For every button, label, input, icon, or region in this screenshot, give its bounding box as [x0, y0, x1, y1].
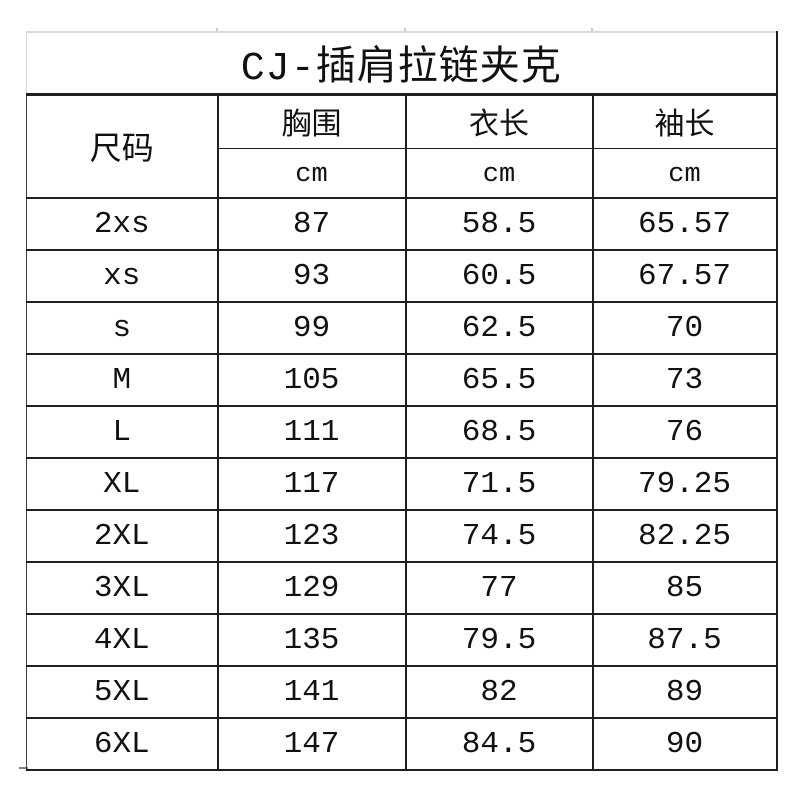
size-cell: 3XL [26, 561, 219, 615]
length-cell: 60.5 [404, 249, 594, 303]
length-cell: 79.5 [404, 613, 594, 667]
sleeve-cell: 85 [591, 561, 778, 615]
unit-cell-length: cm [404, 147, 594, 199]
unit-cell-sleeve: cm [591, 147, 778, 199]
chest-cell: 141 [216, 665, 407, 719]
table-row: 2xs 87 58.5 65.57 [26, 197, 778, 251]
size-cell: 6XL [26, 717, 219, 771]
sleeve-cell: 70 [591, 301, 778, 355]
gridline-tick [404, 28, 406, 33]
chest-cell: 99 [216, 301, 407, 355]
sleeve-cell: 65.57 [591, 197, 778, 251]
length-cell: 77 [404, 561, 594, 615]
chart-title: CJ-插肩拉链夹克 [25, 31, 778, 96]
length-cell: 71.5 [404, 457, 594, 511]
table-row: xs 93 60.5 67.57 [26, 249, 778, 303]
chest-cell: 93 [216, 249, 407, 303]
size-cell: s [26, 301, 219, 355]
table-row: XL 117 71.5 79.25 [26, 457, 778, 511]
size-cell: xs [26, 249, 219, 303]
size-cell: 4XL [26, 613, 219, 667]
length-cell: 84.5 [404, 717, 594, 771]
size-cell: M [26, 353, 219, 407]
table-row: 6XL 147 84.5 90 [26, 717, 778, 771]
sleeve-cell: 67.57 [591, 249, 778, 303]
chest-cell: 135 [216, 613, 407, 667]
length-cell: 68.5 [404, 405, 594, 459]
length-cell: 58.5 [404, 197, 594, 251]
table-row: s 99 62.5 70 [26, 301, 778, 355]
sleeve-cell: 89 [591, 665, 778, 719]
size-cell: 2XL [26, 509, 219, 563]
title-row: CJ-插肩拉链夹克 [25, 31, 778, 96]
table-row: 2XL 123 74.5 82.25 [26, 509, 778, 563]
size-cell: XL [26, 457, 219, 511]
table-row: 5XL 141 82 89 [26, 665, 778, 719]
unit-row: cm cm cm [27, 147, 778, 199]
size-rows: 2xs 87 58.5 65.57 xs 93 60.5 67.57 s 99 62.5 70 M 105… [26, 197, 778, 771]
table-row: 4XL 135 79.5 87.5 [26, 613, 778, 667]
length-cell: 65.5 [404, 353, 594, 407]
size-chart-table: CJ-插肩拉链夹克 尺码 胸围 衣长 袖长 cm cm cm 2xs 87 58.5… [25, 31, 778, 771]
border-artifact [19, 767, 28, 769]
table-row: 3XL 129 77 85 [26, 561, 778, 615]
sleeve-cell: 73 [591, 353, 778, 407]
chest-cell: 147 [216, 717, 407, 771]
chest-cell: 117 [216, 457, 407, 511]
chest-cell: 105 [216, 353, 407, 407]
size-cell: 5XL [26, 665, 219, 719]
sleeve-cell: 79.25 [591, 457, 778, 511]
gridline-tick [591, 28, 593, 33]
chest-cell: 87 [216, 197, 407, 251]
sleeve-cell: 82.25 [591, 509, 778, 563]
chest-cell: 129 [216, 561, 407, 615]
size-cell: L [26, 405, 219, 459]
gridline-tick [216, 28, 218, 33]
table-row: M 105 65.5 73 [26, 353, 778, 407]
column-header-sleeve: 袖长 [591, 93, 778, 149]
length-cell: 62.5 [404, 301, 594, 355]
chest-cell: 111 [216, 405, 407, 459]
column-header-length: 衣长 [404, 93, 594, 149]
length-cell: 74.5 [404, 509, 594, 563]
header-section: CJ-插肩拉链夹克 尺码 胸围 衣长 袖长 cm cm cm [25, 31, 778, 199]
header-row: 尺码 胸围 衣长 袖长 [26, 93, 778, 199]
length-cell: 82 [404, 665, 594, 719]
sleeve-cell: 87.5 [591, 613, 778, 667]
unit-cell-chest: cm [216, 147, 407, 199]
size-cell: 2xs [26, 197, 219, 251]
column-header-size: 尺码 [26, 93, 219, 199]
sleeve-cell: 76 [591, 405, 778, 459]
column-header-chest: 胸围 [216, 93, 407, 149]
table-row: L 111 68.5 76 [26, 405, 778, 459]
sleeve-cell: 90 [591, 717, 778, 771]
chest-cell: 123 [216, 509, 407, 563]
